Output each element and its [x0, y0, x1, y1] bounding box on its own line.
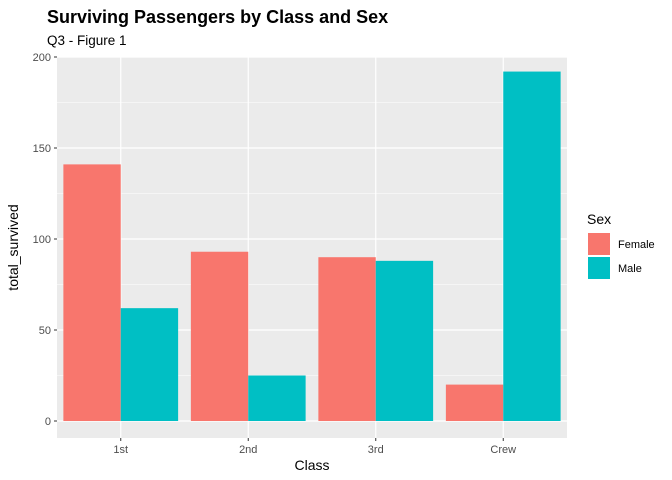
y-tick-label: 150	[33, 143, 51, 155]
x-tick-label: 2nd	[239, 444, 257, 456]
x-tick-label: 1st	[113, 444, 128, 456]
legend-label-male: Male	[618, 263, 642, 275]
y-tick-label: 100	[33, 234, 51, 246]
y-tick-label: 0	[45, 416, 51, 428]
axes: 0 50 100 150 200 1st 2nd 3rd Crew	[33, 52, 516, 456]
legend-swatch-male	[588, 257, 610, 279]
bar-female-1st	[63, 164, 121, 421]
bar-male-1st	[120, 308, 179, 421]
chart-title: Surviving Passengers by Class and Sex	[47, 7, 388, 27]
bar-male-2nd	[248, 375, 306, 421]
x-tick-label: 3rd	[368, 444, 384, 456]
y-axis-title: total_survived	[5, 204, 21, 290]
bar-female-crew	[445, 384, 504, 421]
legend-label-female: Female	[618, 239, 655, 251]
x-tick-label: Crew	[490, 444, 516, 456]
bar-female-3rd	[318, 257, 376, 421]
x-axis-title: Class	[294, 457, 329, 473]
bar-female-2nd	[190, 251, 249, 421]
y-tick-label: 50	[39, 325, 51, 337]
y-tick-label: 200	[33, 52, 51, 64]
legend-title: Sex	[587, 211, 611, 227]
bar-male-crew	[503, 71, 561, 421]
bars	[63, 71, 561, 421]
legend-swatch-female	[588, 233, 610, 255]
bar-male-3rd	[375, 260, 434, 421]
legend: Sex Female Male	[587, 211, 655, 279]
chart-subtitle: Q3 - Figure 1	[47, 33, 127, 48]
